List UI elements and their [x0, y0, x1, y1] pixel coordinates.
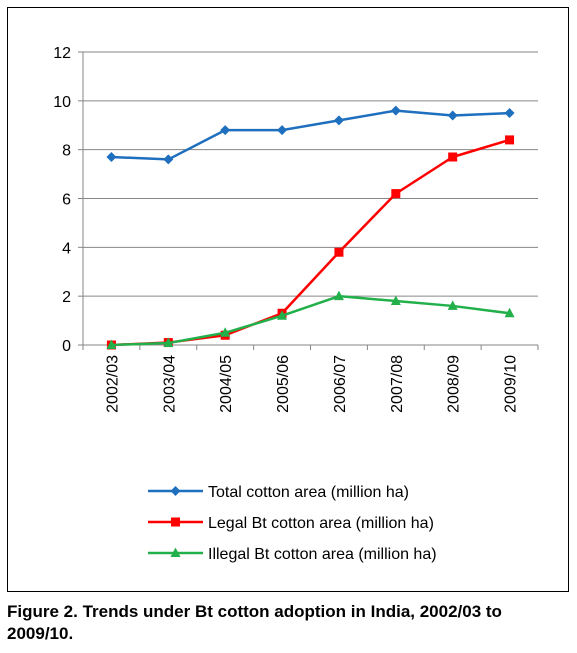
- data-point: [220, 125, 231, 136]
- x-tick-label: 2005/06: [275, 355, 292, 413]
- legend: Total cotton area (million ha) Legal Bt c…: [148, 484, 437, 563]
- legend-entry: Legal Bt cotton area (million ha): [148, 515, 434, 532]
- data-point: [390, 105, 401, 116]
- series-3: [106, 290, 515, 349]
- x-tick-label: 2006/07: [332, 355, 349, 413]
- series-group: [106, 105, 515, 350]
- axes: [78, 51, 539, 350]
- data-point: [106, 151, 117, 162]
- data-point: [106, 339, 117, 349]
- series-line: [111, 294, 510, 347]
- y-tick-label: 2: [62, 289, 71, 306]
- data-point: [163, 154, 174, 165]
- y-tick-label: 10: [53, 94, 71, 111]
- legend-label: Illegal Bt cotton area (million ha): [208, 546, 437, 563]
- figure-caption: Figure 2. Trends under Bt cotton adoptio…: [7, 602, 502, 643]
- data-point: [277, 125, 288, 136]
- data-point: [448, 152, 458, 162]
- data-point: [505, 135, 515, 145]
- data-point: [170, 547, 181, 557]
- x-tick-label: 2002/03: [104, 355, 121, 413]
- data-point: [220, 327, 231, 337]
- chart-frame: 0 2 4 6 8 10 12 2002/03 2003/04 2004/05 2005/06 20…: [7, 7, 569, 592]
- data-point: [504, 307, 515, 318]
- y-tick-labels: 0 2 4 6 8 10 12: [53, 45, 71, 355]
- data-point: [391, 189, 401, 199]
- series-line: [111, 109, 510, 161]
- y-tick-label: 4: [62, 240, 71, 257]
- x-tick-label: 2008/09: [446, 355, 463, 413]
- x-tick-labels: 2002/03 2003/04 2004/05 2005/06 2006/07 2007/…: [104, 355, 519, 413]
- x-tick-label: 2009/10: [503, 355, 520, 413]
- legend-entry: Illegal Bt cotton area (million ha): [148, 546, 437, 563]
- x-tick-label: 2004/05: [218, 355, 235, 413]
- legend-label: Legal Bt cotton area (million ha): [208, 515, 434, 532]
- series-2: [106, 135, 515, 350]
- y-tick-label: 0: [62, 338, 71, 355]
- y-tick-label: 6: [62, 192, 71, 209]
- data-point: [390, 295, 401, 306]
- data-point: [447, 110, 458, 121]
- series-1: [106, 105, 515, 165]
- data-point: [333, 115, 344, 126]
- x-tick-label: 2003/04: [161, 355, 178, 413]
- x-tick-label: 2007/08: [389, 355, 406, 413]
- legend-entry: Total cotton area (million ha): [148, 484, 409, 501]
- data-point: [170, 486, 181, 496]
- legend-label: Total cotton area (million ha): [208, 484, 409, 501]
- y-tick-label: 8: [62, 143, 71, 160]
- gridlines: [83, 51, 538, 297]
- data-point: [171, 517, 180, 527]
- data-point: [333, 290, 344, 301]
- data-point: [163, 337, 174, 348]
- data-point: [447, 300, 458, 310]
- y-tick-label: 12: [53, 45, 71, 62]
- data-point: [334, 247, 344, 257]
- series-line: [111, 138, 510, 347]
- data-point: [504, 108, 515, 119]
- data-point: [277, 310, 288, 320]
